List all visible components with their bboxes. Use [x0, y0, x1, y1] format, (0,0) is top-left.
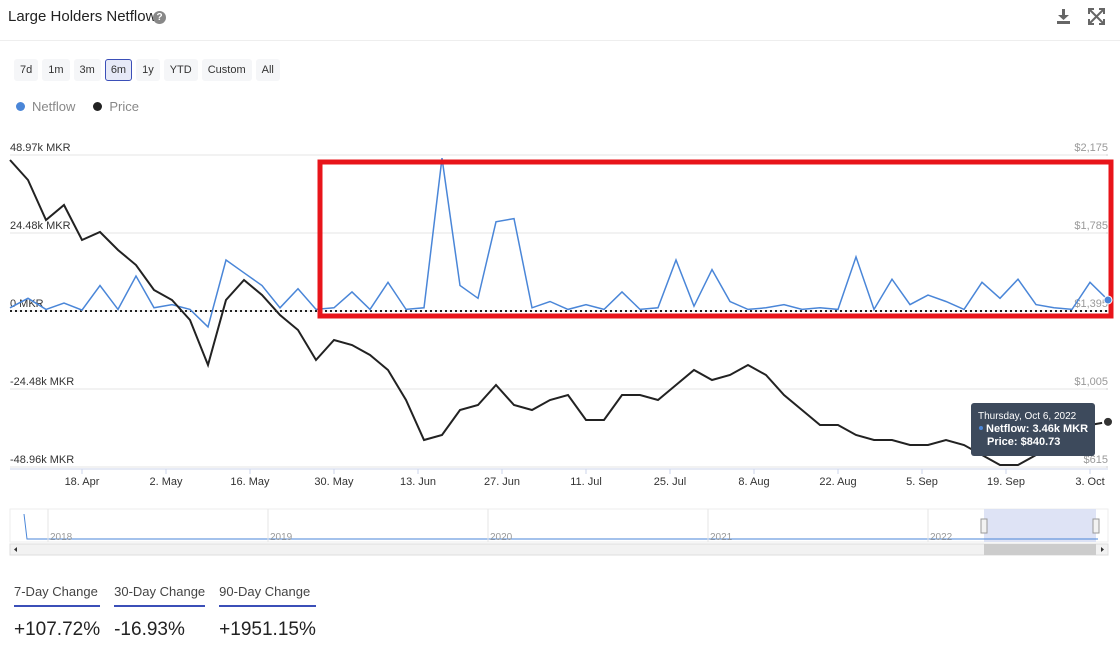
change-value: -16.93%: [114, 619, 185, 640]
tooltip-box: [971, 403, 1095, 456]
hover-point: [1103, 295, 1113, 305]
legend-marker: [16, 102, 25, 111]
change-label[interactable]: 30-Day Change: [114, 584, 206, 607]
legend-marker: [93, 102, 103, 111]
navigator-line: [23, 513, 1098, 540]
x-tick-label: 3. Oct: [1075, 476, 1104, 488]
x-tick-label: 25. Jul: [654, 476, 686, 488]
divider: [0, 40, 1120, 41]
x-tick-label: 16. May: [230, 476, 270, 488]
toolbar-icons: [1057, 8, 1105, 25]
chart: 48.97k MKR 24.48k MKR 0 MKR -24.48k MKR -48.…: [9, 142, 1114, 556]
scroll-right[interactable]: [1101, 547, 1104, 552]
range-button[interactable]: 1y: [136, 59, 160, 81]
range-selector: 7d 1m 3m 6m 1y YTD Custom All: [14, 59, 280, 81]
range-button[interactable]: 7d: [14, 59, 39, 81]
legend-item[interactable]: Netflow: [16, 99, 75, 114]
tooltip-price: Price: $840.73: [987, 436, 1060, 448]
legend-label: Price: [109, 99, 139, 114]
legend: Netflow Price: [16, 99, 139, 114]
change-block: 30-Day Change -16.93%: [114, 584, 206, 641]
y-tick-label: 0 MKR: [10, 298, 44, 310]
navigator-year: 2020: [490, 532, 513, 543]
navigator-year: 2021: [710, 532, 733, 543]
series-line: [9, 157, 1109, 329]
navigator-handle[interactable]: [1092, 518, 1100, 534]
navigator-year: 2019: [270, 532, 293, 543]
change-label[interactable]: 90-Day Change: [219, 584, 316, 607]
hover-point: [1102, 415, 1114, 428]
x-tick-label: 18. Apr: [65, 476, 100, 488]
y2-tick-label: $1,005: [1074, 376, 1108, 388]
x-tick-label: 8. Aug: [738, 476, 769, 488]
download-button[interactable]: [1057, 9, 1070, 24]
legend-item[interactable]: Price: [93, 99, 139, 114]
y-tick-label: 48.97k MKR: [10, 142, 71, 154]
y2-tick-label: $615: [1084, 454, 1108, 466]
x-tick-label: 30. May: [314, 476, 354, 488]
range-button[interactable]: 3m: [73, 59, 101, 81]
x-tick-label: 11. Jul: [570, 476, 602, 488]
range-button[interactable]: All: [255, 59, 280, 81]
highlight-box: [317, 159, 1114, 319]
x-tick-label: 13. Jun: [400, 476, 436, 488]
change-block: 90-Day Change +1951.15%: [219, 584, 316, 641]
scroll-left[interactable]: [14, 547, 17, 552]
y2-tick-label: $1,785: [1074, 220, 1108, 232]
range-button[interactable]: 6m: [104, 59, 133, 81]
series-line: [9, 159, 1109, 466]
y-tick-label: -48.96k MKR: [10, 454, 74, 466]
title: Large Holders Netflow: [8, 8, 157, 25]
x-tick-label: 19. Sep: [987, 476, 1025, 488]
help-icon[interactable]: ?: [153, 11, 166, 24]
navigator-handle[interactable]: [980, 518, 988, 534]
tooltip-date: Thursday, Oct 6, 2022: [978, 411, 1077, 422]
scrollbar-track: [9, 543, 1109, 556]
change-block: 7-Day Change +107.72%: [14, 584, 101, 641]
navigator-frame: [9, 508, 1109, 543]
y2-tick-label: $2,175: [1074, 142, 1108, 154]
legend-label: Netflow: [32, 99, 76, 114]
navigator-year: 2022: [930, 532, 953, 543]
y2-tick-label: $1,395: [1074, 298, 1108, 310]
expand-button[interactable]: [1088, 8, 1105, 25]
change-label[interactable]: 7-Day Change: [14, 584, 101, 607]
change-value: +107.72%: [14, 619, 101, 640]
range-button[interactable]: Custom: [201, 59, 252, 81]
navigator-window: [984, 509, 1096, 542]
tooltip-netflow: Netflow: 3.46k MKR: [986, 423, 1088, 435]
range-button[interactable]: 1m: [42, 59, 70, 81]
change-value: +1951.15%: [219, 619, 316, 640]
navigator: 2018 2019 2020 2021 2022: [9, 508, 1109, 556]
x-tick-label: 5. Sep: [906, 476, 938, 488]
navigator-year: 2018: [50, 532, 73, 543]
scrollbar-thumb[interactable]: [984, 544, 1096, 555]
changes: 7-Day Change +107.72% 30-Day Change -16.93%…: [14, 584, 316, 641]
x-tick-label: 2. May: [149, 476, 183, 488]
range-button[interactable]: YTD: [163, 59, 198, 81]
tooltip-marker: [979, 426, 983, 430]
x-tick-label: 22. Aug: [819, 476, 856, 488]
y-tick-label: 24.48k MKR: [10, 220, 71, 232]
x-tick-label: 27. Jun: [484, 476, 520, 488]
y-tick-label: -24.48k MKR: [10, 376, 74, 388]
